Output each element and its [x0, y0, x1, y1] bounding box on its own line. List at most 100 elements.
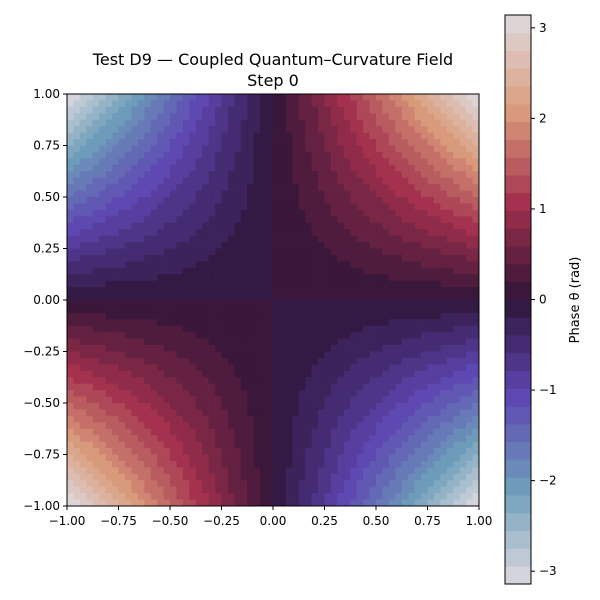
heatmap-cell — [363, 460, 370, 468]
heatmap-cell — [99, 267, 106, 275]
heatmap-cell — [260, 351, 267, 359]
heatmap-cell — [260, 261, 267, 269]
heatmap-cell — [318, 415, 325, 423]
heatmap-cell — [453, 132, 461, 140]
heatmap-cell — [279, 338, 287, 346]
heatmap-cell — [182, 126, 190, 133]
heatmap-cell — [324, 499, 332, 507]
heatmap-cell — [440, 312, 448, 320]
heatmap-cell — [369, 467, 377, 475]
heatmap-cell — [247, 480, 255, 488]
heatmap-cell — [137, 422, 145, 430]
heatmap-cell — [227, 113, 235, 121]
heatmap-cell — [202, 370, 209, 378]
heatmap-cell — [150, 306, 158, 314]
heatmap-cell — [170, 454, 177, 462]
heatmap-cell — [227, 364, 235, 372]
heatmap-cell — [376, 151, 383, 159]
heatmap-cell — [260, 460, 267, 468]
heatmap-cell — [388, 332, 396, 339]
heatmap-cell — [369, 287, 377, 294]
heatmap-cell — [311, 319, 319, 327]
heatmap-cell — [176, 126, 184, 133]
heatmap-cell — [131, 171, 139, 179]
heatmap-cell — [182, 274, 190, 282]
heatmap-cell — [86, 235, 94, 243]
heatmap-cell — [376, 435, 383, 442]
heatmap-cell — [408, 151, 415, 159]
heatmap-cell — [466, 267, 473, 275]
heatmap-cell — [318, 396, 325, 404]
heatmap-cell — [472, 242, 480, 249]
heatmap-cell — [150, 158, 158, 166]
heatmap-cell — [466, 377, 473, 385]
heatmap-cell — [421, 229, 428, 236]
heatmap-cell — [253, 145, 261, 153]
heatmap-cell — [247, 364, 255, 372]
heatmap-cell — [388, 94, 396, 101]
heatmap-cell — [208, 460, 216, 468]
heatmap-cell — [266, 261, 274, 269]
heatmap-cell — [86, 177, 94, 185]
heatmap-cell — [253, 499, 261, 507]
heatmap-cell — [189, 119, 197, 127]
heatmap-cell — [356, 460, 364, 468]
heatmap-cell — [459, 448, 467, 455]
heatmap-cell — [266, 460, 274, 468]
heatmap-cell — [124, 287, 132, 294]
heatmap-cell — [240, 151, 248, 159]
heatmap-cell — [421, 409, 428, 417]
heatmap-cell — [99, 454, 106, 462]
heatmap-cell — [189, 113, 197, 121]
heatmap-cell — [324, 267, 332, 275]
heatmap-cell — [170, 203, 177, 211]
heatmap-cell — [273, 435, 280, 442]
heatmap-cell — [273, 486, 280, 494]
heatmap-cell — [292, 164, 300, 172]
heatmap-cell — [421, 126, 428, 133]
heatmap-cell — [99, 229, 106, 236]
heatmap-cell — [292, 493, 300, 500]
heatmap-cell — [195, 422, 203, 430]
heatmap-cell — [182, 345, 190, 352]
heatmap-cell — [112, 100, 119, 108]
heatmap-cell — [459, 158, 467, 166]
heatmap-cell — [73, 351, 81, 359]
heatmap-cell — [382, 242, 390, 249]
heatmap-cell — [466, 177, 473, 185]
heatmap-cell — [285, 248, 293, 256]
heatmap-cell — [157, 435, 164, 442]
heatmap-cell — [170, 261, 177, 269]
heatmap-cell — [131, 499, 139, 507]
heatmap-cell — [330, 242, 338, 249]
heatmap-cell — [131, 448, 139, 455]
heatmap-cell — [234, 222, 242, 230]
heatmap-cell — [202, 242, 209, 249]
heatmap-cell — [234, 261, 242, 269]
heatmap-cell — [279, 306, 287, 314]
heatmap-cell — [195, 113, 203, 121]
heatmap-cell — [395, 364, 403, 372]
heatmap-cell — [150, 435, 158, 442]
heatmap-cell — [350, 403, 358, 410]
heatmap-cell — [376, 126, 383, 133]
heatmap-cell — [337, 460, 345, 468]
heatmap-cell — [144, 158, 152, 166]
heatmap-cell — [292, 300, 300, 307]
heatmap-cell — [273, 293, 280, 301]
heatmap-cell — [189, 216, 197, 224]
heatmap-cell — [150, 300, 158, 307]
heatmap-cell — [189, 486, 197, 494]
heatmap-cell — [92, 242, 100, 249]
heatmap-cell — [124, 235, 132, 243]
heatmap-cell — [202, 216, 209, 224]
heatmap-cell — [414, 126, 422, 133]
heatmap-cell — [343, 300, 351, 307]
heatmap-cell — [99, 377, 106, 385]
heatmap-cell — [311, 364, 319, 372]
heatmap-cell — [195, 454, 203, 462]
heatmap-cell — [388, 338, 396, 346]
heatmap-cell — [240, 370, 248, 378]
heatmap-cell — [170, 312, 177, 320]
heatmap-cell — [144, 106, 152, 114]
